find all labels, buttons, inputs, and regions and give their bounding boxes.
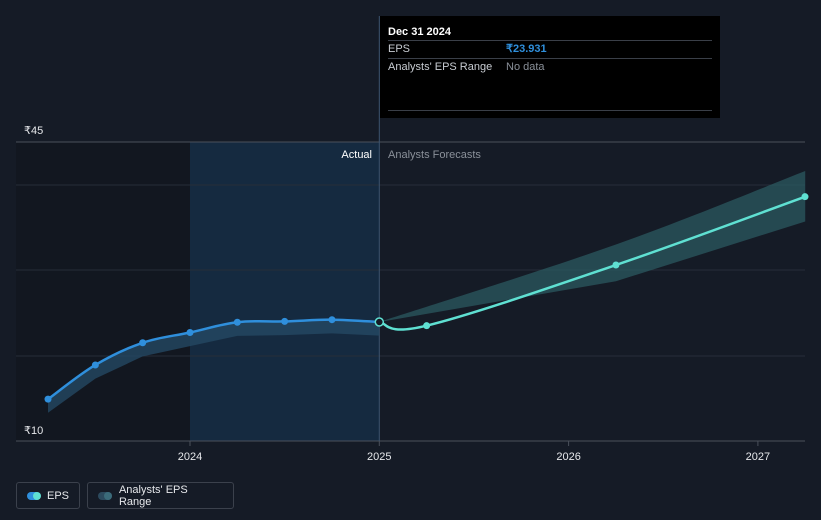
tooltip-range-row: Analysts' EPS Range No data [388,58,712,76]
eps-swatch-icon [27,491,41,500]
y-tick-label-top: ₹45 [24,125,43,137]
past-shade [16,142,190,441]
eps-actual-point[interactable] [328,316,336,324]
actual-region-label: Actual [341,149,372,161]
eps-actual-line [47,318,380,401]
tooltip-divider [388,110,712,111]
eps-actual-point[interactable] [91,361,99,369]
range-swatch-icon [98,491,112,500]
tooltip-eps-row: EPS ₹23.931 [388,40,712,58]
eps-forecast-line [379,195,806,331]
forecast-eps-range-band [379,171,806,322]
tooltip-range-value: No data [506,61,545,73]
legend-range-toggle[interactable]: Analysts' EPS Range [87,482,234,509]
eps-forecast-point[interactable] [423,322,431,330]
x-tick-label: 2025 [367,451,391,463]
x-tick-label: 2026 [556,451,580,463]
actual-eps-range-band [48,319,380,413]
tooltip-date: Dec 31 2024 [388,26,451,38]
hover-tooltip: Dec 31 2024 EPS ₹23.931 Analysts' EPS Ra… [380,16,720,118]
eps-actual-point[interactable] [281,317,289,325]
eps-actual-point[interactable] [44,395,52,403]
highlight-band [190,142,380,441]
eps-forecast-point[interactable] [612,261,620,269]
legend-eps-label: EPS [46,489,69,502]
x-tick-label: 2024 [178,451,202,463]
y-tick-label-bottom: ₹10 [24,425,43,437]
gridlines [16,141,805,442]
eps-forecast-point[interactable] [801,193,809,201]
tooltip-eps-label: EPS [388,43,411,55]
x-axis-ticks: 2024 2025 2026 2027 [178,441,770,463]
legend-eps-toggle[interactable]: EPS [16,482,80,509]
x-tick-label: 2027 [746,451,770,463]
eps-actual-point[interactable] [233,318,241,326]
legend-range-label: Analysts' EPS Range [118,483,188,508]
tooltip-eps-value: ₹23.931 [506,43,547,55]
eps-actual-point[interactable] [186,329,194,337]
eps-points [44,193,809,403]
eps-actual-point[interactable] [139,339,147,347]
forecast-region-label: Analysts Forecasts [388,149,481,161]
eps-actual-point[interactable] [374,317,385,327]
tooltip-range-label: Analysts' EPS Range [388,61,493,73]
